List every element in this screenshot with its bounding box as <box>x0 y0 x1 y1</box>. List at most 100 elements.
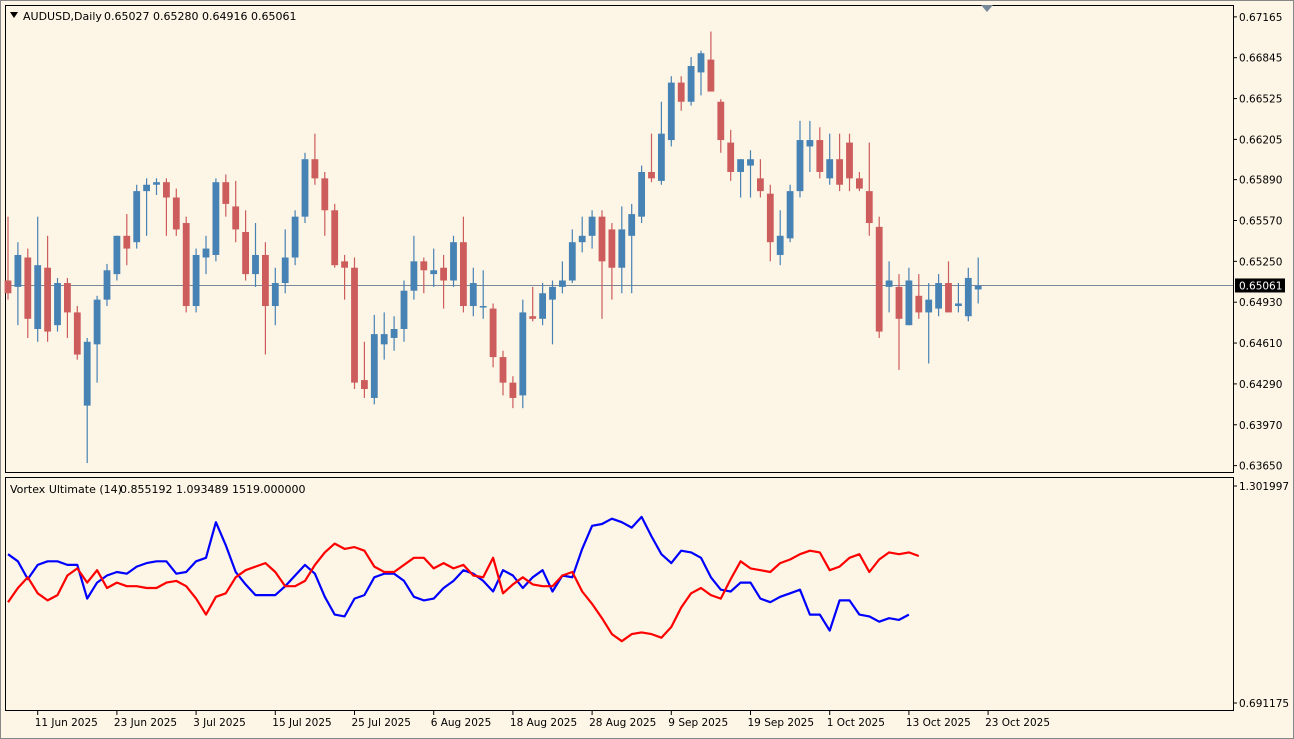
candle <box>964 267 972 322</box>
candle <box>44 235 51 342</box>
candle <box>667 76 675 147</box>
candle-body <box>598 216 606 262</box>
candle-body <box>430 270 438 275</box>
candle-body <box>915 295 923 313</box>
price-tick-label: 0.65250 <box>1239 256 1282 268</box>
time-tick-label: 9 Sep 2025 <box>668 717 728 729</box>
candle <box>737 159 744 198</box>
candle <box>14 242 22 326</box>
candle-body <box>559 280 566 287</box>
price-tick-label: 0.63970 <box>1239 420 1282 432</box>
candle-body <box>816 140 824 172</box>
candle-body <box>737 159 744 172</box>
candle <box>450 235 457 287</box>
candle-body <box>301 159 309 217</box>
candle <box>420 257 428 294</box>
candle <box>202 235 210 275</box>
candle <box>64 277 71 338</box>
candle-body <box>460 242 467 307</box>
candle-body <box>361 380 368 390</box>
candle-body <box>291 216 299 258</box>
candle-body <box>331 210 339 266</box>
time-tick-label: 28 Aug 2025 <box>589 717 656 729</box>
candle-body <box>658 133 665 181</box>
candle <box>935 274 942 317</box>
candle-body <box>865 191 873 224</box>
candle-body <box>846 142 853 179</box>
candle-body <box>400 290 408 330</box>
time-tick-label: 11 Jun 2025 <box>35 717 98 729</box>
current-price-label-text: 0.65061 <box>1239 280 1282 292</box>
indicator-header: Vortex Ultimate (14) <box>10 483 122 496</box>
candle-body <box>509 382 517 398</box>
candle <box>489 303 497 368</box>
candle-body <box>163 182 170 198</box>
candle <box>242 210 249 281</box>
candle-body <box>895 286 903 319</box>
candle <box>163 178 170 236</box>
candle <box>925 283 933 364</box>
candle-body <box>192 254 200 307</box>
candle <box>133 184 141 249</box>
candle-body <box>964 277 972 317</box>
price-tick-label: 0.63650 <box>1239 461 1282 473</box>
candle-body <box>222 182 230 204</box>
candlestick-series <box>4 31 982 464</box>
candle-body <box>826 159 834 179</box>
candle <box>311 133 319 185</box>
main-chart-frame <box>5 5 1234 473</box>
candle <box>806 120 814 172</box>
candle <box>568 229 576 284</box>
candle-body <box>311 159 319 179</box>
candle-body <box>539 293 546 319</box>
candle <box>271 267 279 326</box>
time-tick-label: 19 Sep 2025 <box>748 717 815 729</box>
candle <box>727 129 735 181</box>
symbol-dropdown-icon[interactable] <box>10 12 18 18</box>
candle-body <box>945 283 952 313</box>
candle <box>172 188 180 236</box>
candle <box>361 341 368 398</box>
candle-body <box>875 226 883 332</box>
candle <box>895 274 903 370</box>
candle <box>4 216 12 300</box>
candle <box>24 248 32 338</box>
candle-body <box>103 270 111 300</box>
candle <box>113 235 121 281</box>
candle-body <box>83 341 91 406</box>
time-tick-label: 23 Jun 2025 <box>114 717 177 729</box>
price-tick-label: 0.65890 <box>1239 175 1282 187</box>
candle-body <box>717 101 725 141</box>
candle-body <box>232 206 240 230</box>
candle <box>578 216 586 253</box>
candle-body <box>252 254 259 275</box>
indicator-axis: 1.301997 0.691175 <box>1233 481 1289 710</box>
current-price-label-bg <box>1235 278 1285 293</box>
candle <box>390 316 398 351</box>
candle-body <box>351 267 358 383</box>
indicator-frame <box>5 477 1234 711</box>
candle <box>232 180 240 243</box>
candle <box>549 280 556 345</box>
candle-body <box>519 312 527 396</box>
candle-body <box>786 191 794 239</box>
candle-body <box>202 248 210 258</box>
candle-body <box>776 235 784 255</box>
candle-body <box>34 265 42 330</box>
candle <box>677 76 685 111</box>
candle <box>618 206 626 294</box>
candle-body <box>687 66 695 102</box>
candle-body <box>856 178 863 189</box>
candle <box>192 248 200 313</box>
chart-shift-marker-icon[interactable] <box>981 5 993 12</box>
candle <box>281 229 289 294</box>
candle-body <box>955 303 962 307</box>
candle-body <box>14 254 22 287</box>
candle-body <box>905 280 913 326</box>
price-axis: 0.67165 0.66845 0.66525 0.66205 0.65890 0.655… <box>1233 12 1282 473</box>
candle-body <box>4 280 12 294</box>
candle <box>776 210 784 266</box>
indicator-tick-label: 0.691175 <box>1239 698 1289 710</box>
candle <box>262 242 269 355</box>
time-tick-label: 18 Aug 2025 <box>510 717 577 729</box>
